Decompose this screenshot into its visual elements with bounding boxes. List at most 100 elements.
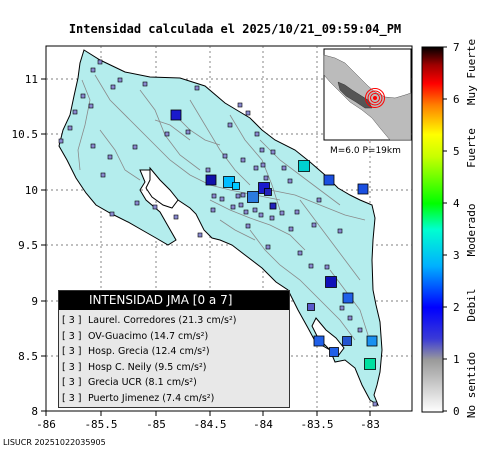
station-marker-small xyxy=(134,200,140,206)
colorbar-category-label: Debil xyxy=(465,288,478,321)
legend-station: Puerto Jimenez (7.4 cm/s²) xyxy=(88,392,215,404)
legend-header: INTENSIDAD JMA [0 a 7] xyxy=(59,291,289,310)
station-marker-small xyxy=(80,93,86,99)
station-marker xyxy=(342,292,354,304)
station-marker-small xyxy=(211,193,217,199)
x-tick-label: -84.5 xyxy=(193,418,226,431)
colorbar-tick-label: 3 xyxy=(453,249,460,262)
station-marker-small xyxy=(240,157,246,163)
x-axis-ticks: -86 -85.5 -85 -84.5 -84 -83.5 -83 xyxy=(36,411,380,431)
station-marker-small xyxy=(88,103,94,109)
legend-intensity: [ 3 ] xyxy=(62,330,82,342)
station-marker-small xyxy=(205,167,211,173)
station-marker-small xyxy=(260,162,266,168)
station-marker-small xyxy=(107,154,113,160)
station-marker xyxy=(247,191,259,203)
legend-intensity: [ 3 ] xyxy=(62,361,82,373)
station-marker-small xyxy=(90,67,96,73)
station-marker-small xyxy=(109,211,115,217)
x-tick-label: -86 xyxy=(36,418,56,431)
nicoya-gulf xyxy=(145,166,179,209)
inset-map: M=6.0 P=19km xyxy=(323,48,412,156)
station-marker-small xyxy=(324,264,330,270)
station-marker-small xyxy=(110,84,116,90)
station-marker-small xyxy=(339,305,345,311)
colorbar-category-label: No sentido xyxy=(465,352,478,418)
station-marker-small xyxy=(227,122,233,128)
station-marker-small xyxy=(357,327,363,333)
y-tick-label: 11 xyxy=(25,73,38,86)
station-marker-small xyxy=(152,204,158,210)
station-marker-small xyxy=(297,250,303,256)
station-marker xyxy=(342,336,352,346)
station-marker-small xyxy=(372,401,378,407)
map-title: Intensidad calculada el 2025/10/21_09:59… xyxy=(68,22,402,36)
station-marker-small xyxy=(281,165,287,171)
intensity-legend: INTENSIDAD JMA [0 a 7] [ 3 ] Laurel. Corr… xyxy=(58,290,290,408)
station-marker-small xyxy=(259,147,265,153)
station-marker xyxy=(357,183,369,195)
legend-intensity: [ 3 ] xyxy=(62,346,82,357)
station-marker-small xyxy=(197,232,203,238)
y-tick-label: 9 xyxy=(31,295,38,308)
legend-station: Hosp. Grecia (12.4 cm/s²) xyxy=(88,346,210,357)
station-marker-small xyxy=(337,228,343,234)
colorbar-tick-label: 7 xyxy=(453,41,460,54)
station-marker xyxy=(329,347,339,357)
station-marker-small xyxy=(142,81,148,87)
station-marker-small xyxy=(117,77,123,83)
inset-event-label: M=6.0 P=19km xyxy=(330,146,401,156)
station-marker-small xyxy=(72,109,78,115)
station-marker-small xyxy=(210,207,216,213)
station-marker xyxy=(258,182,270,194)
station-marker-small xyxy=(258,212,264,218)
station-marker-small xyxy=(185,129,191,135)
station-marker-small xyxy=(308,263,314,269)
colorbar-category-label: Moderado xyxy=(465,204,478,257)
colorbar-category-label: Fuerte xyxy=(465,128,478,168)
station-marker-small xyxy=(235,193,241,199)
station-marker xyxy=(223,176,235,188)
station-marker-small xyxy=(164,131,170,137)
station-marker xyxy=(298,160,310,172)
colorbar-tick-label: 0 xyxy=(453,405,460,418)
x-tick-label: -83 xyxy=(360,418,380,431)
station-marker-small xyxy=(173,214,179,220)
station-marker-small xyxy=(287,178,293,184)
station-marker-small xyxy=(132,144,138,150)
x-tick-label: -85 xyxy=(146,418,166,431)
station-marker-small xyxy=(252,207,258,213)
station-marker-small xyxy=(269,215,275,221)
station-marker xyxy=(323,174,335,186)
legend-row: [ 3 ] Hosp. Grecia (12.4 cm/s²) xyxy=(59,344,289,360)
station-marker xyxy=(366,335,378,347)
station-marker-small xyxy=(194,85,200,91)
y-tick-label: 10 xyxy=(25,184,38,197)
station-marker xyxy=(269,202,277,210)
station-marker xyxy=(307,303,315,311)
station-marker-small xyxy=(230,204,236,210)
colorbar-category-label: Muy Fuerte xyxy=(465,39,478,105)
y-tick-label: 9.5 xyxy=(18,239,38,252)
legend-intensity: [ 3 ] xyxy=(62,315,82,326)
station-marker-small xyxy=(97,59,103,65)
station-marker-small xyxy=(311,222,317,228)
station-marker-small xyxy=(245,223,251,229)
legend-row: [ 3 ] Puerto Jimenez (7.4 cm/s²) xyxy=(59,391,289,407)
y-tick-label: 8.5 xyxy=(18,350,38,363)
station-marker-small xyxy=(288,226,294,232)
station-marker-small xyxy=(270,149,276,155)
station-marker-small xyxy=(265,244,271,250)
station-marker-small xyxy=(294,209,300,215)
station-marker-small xyxy=(253,165,259,171)
station-marker xyxy=(364,358,376,370)
x-tick-label: -84 xyxy=(253,418,273,431)
station-marker-small xyxy=(238,202,244,208)
colorbar-tick-label: 1 xyxy=(453,353,460,366)
station-marker-small xyxy=(245,110,251,116)
station-marker xyxy=(170,109,182,121)
station-marker-small xyxy=(263,175,269,181)
legend-row: [ 3 ] Laurel. Corredores (21.3 cm/s²) xyxy=(59,313,289,329)
legend-station: Grecia UCR (8.1 cm/s²) xyxy=(88,377,197,388)
station-marker-small xyxy=(347,315,353,321)
